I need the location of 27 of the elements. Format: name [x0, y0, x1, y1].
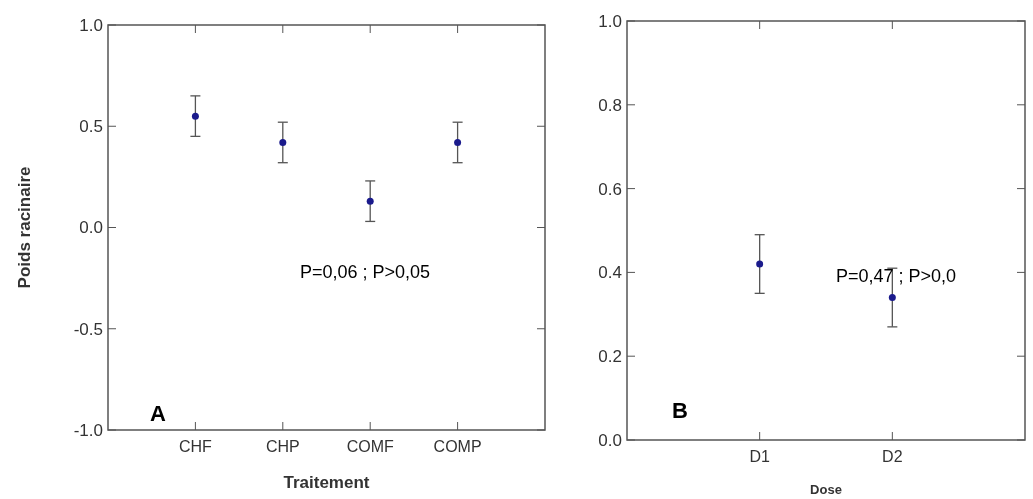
x-tick-label: COMF: [346, 438, 394, 455]
y-tick-label: -0.5: [73, 319, 103, 339]
y-tick-label: 0.4: [598, 263, 622, 283]
annotation: P=0,06 ; P>0,05: [300, 262, 431, 282]
point: [366, 197, 374, 205]
y-tick-label: 0.8: [598, 95, 622, 115]
x-tick-label: CHP: [265, 438, 300, 455]
x-tick-label: D1: [749, 448, 770, 465]
y-axis-title: Poids racinaire: [15, 166, 34, 289]
x-axis-title: Dose: [810, 482, 842, 497]
y-tick-label: 0.0: [598, 430, 622, 450]
annotation: B: [672, 398, 688, 423]
y-tick-label: 0.2: [598, 347, 622, 367]
point: [191, 112, 199, 120]
annotation: A: [150, 401, 166, 426]
y-tick-label: -1.0: [73, 420, 103, 440]
x-tick-label: D2: [882, 448, 903, 465]
x-tick-label: COMP: [433, 438, 482, 455]
y-tick-label: 0.5: [79, 117, 103, 137]
y-tick-label: 0.6: [598, 179, 622, 199]
point: [279, 138, 287, 146]
x-axis-title: Traitement: [283, 473, 370, 492]
y-tick-label: 0.0: [79, 218, 103, 238]
y-tick-label: 1.0: [79, 15, 103, 35]
point: [454, 138, 462, 146]
x-tick-label: CHF: [178, 438, 213, 455]
y-tick-label: 1.0: [598, 11, 622, 31]
